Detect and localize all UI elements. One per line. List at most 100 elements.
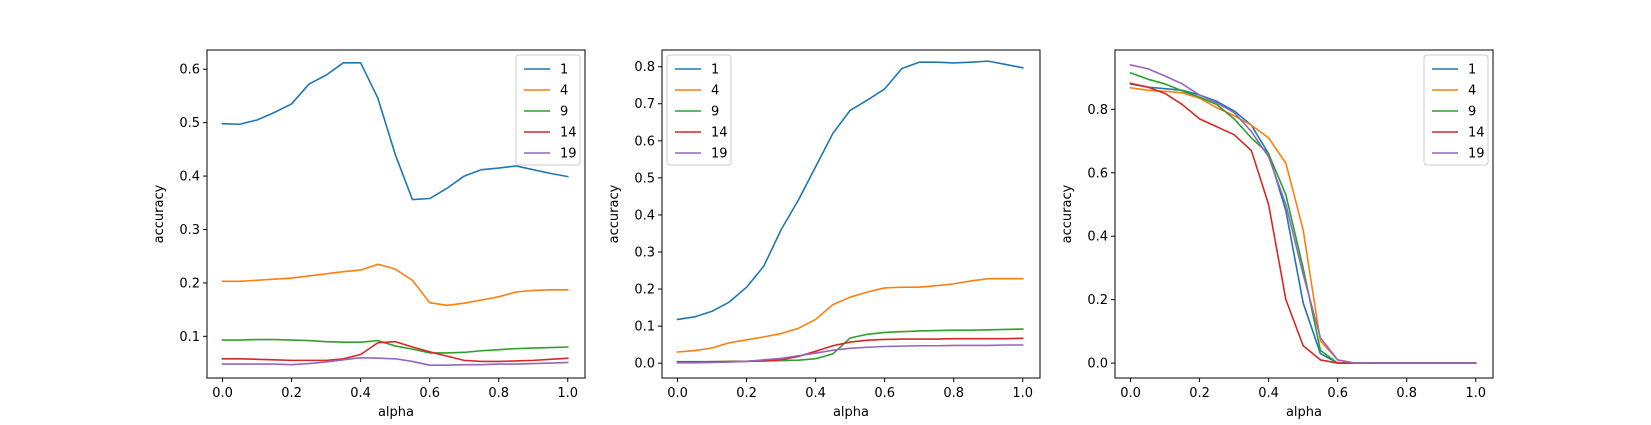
legend-box bbox=[515, 54, 581, 166]
series-line-4 bbox=[221, 263, 569, 307]
x-tick-label: 1.0 bbox=[557, 386, 578, 401]
axes-frame bbox=[206, 49, 586, 379]
series-lines bbox=[676, 60, 1024, 364]
legend-label: 1 bbox=[1468, 63, 1476, 78]
y-tick-label: 0.4 bbox=[179, 170, 200, 185]
x-axis-label: alpha bbox=[1286, 405, 1322, 420]
y-tick-label: 0.2 bbox=[1087, 293, 1108, 308]
legend-item-9: 9 bbox=[524, 105, 568, 120]
series-lines bbox=[1129, 63, 1477, 364]
legend-label: 1 bbox=[711, 63, 719, 78]
x-tick-label: 0.4 bbox=[1258, 386, 1279, 401]
x-tick-label: 0.0 bbox=[1120, 386, 1141, 401]
x-tick-label: 1.0 bbox=[1465, 386, 1486, 401]
legend-item-4: 4 bbox=[675, 84, 719, 99]
legend-label: 4 bbox=[560, 84, 568, 99]
chart-panel-2: 0.0 0.2 0.4 0.6 0.8 1.0 0.0 0.1 0.2 0.3 0.4 0.5 0.6 0… bbox=[607, 49, 1041, 420]
series-line-19 bbox=[1129, 63, 1477, 364]
y-tick-label: 0.6 bbox=[179, 63, 200, 78]
legend-label: 14 bbox=[560, 126, 577, 141]
x-tick-label: 0.0 bbox=[212, 386, 233, 401]
legend-box bbox=[666, 54, 732, 166]
legend-label: 1 bbox=[560, 63, 568, 78]
legend-item-19: 19 bbox=[675, 147, 728, 162]
legend-label: 9 bbox=[560, 105, 568, 120]
legend-label: 14 bbox=[1468, 126, 1485, 141]
legend-box bbox=[1423, 54, 1489, 166]
y-axis-label: accuracy bbox=[152, 184, 167, 243]
y-tick-label: 0.8 bbox=[634, 60, 655, 75]
x-tick-label: 0.8 bbox=[488, 386, 509, 401]
series-line-9 bbox=[221, 338, 569, 354]
x-tick-label: 0.0 bbox=[667, 386, 688, 401]
legend-label: 4 bbox=[711, 84, 719, 99]
series-line-4 bbox=[676, 277, 1024, 353]
legend-label: 9 bbox=[1468, 105, 1476, 120]
legend-item-14: 14 bbox=[524, 126, 577, 141]
x-tick-label: 0.8 bbox=[1396, 386, 1417, 401]
legend-item-4: 4 bbox=[524, 84, 568, 99]
x-tick-label: 0.6 bbox=[1327, 386, 1348, 401]
legend-label: 4 bbox=[1468, 84, 1476, 99]
legend-item-1: 1 bbox=[675, 63, 719, 78]
series-lines bbox=[221, 62, 569, 366]
x-tick-label: 0.2 bbox=[1189, 386, 1210, 401]
x-tick-label: 0.2 bbox=[281, 386, 302, 401]
x-axis-label: alpha bbox=[833, 405, 869, 420]
x-tick-label: 0.6 bbox=[874, 386, 895, 401]
legend-label: 9 bbox=[711, 105, 719, 120]
y-tick-label: 0.3 bbox=[179, 223, 200, 238]
y-tick-label: 0.2 bbox=[634, 283, 655, 298]
y-tick-label: 0.1 bbox=[179, 330, 200, 345]
y-tick-label: 0.1 bbox=[634, 320, 655, 335]
legend-item-14: 14 bbox=[675, 126, 728, 141]
axes-frame bbox=[1114, 49, 1494, 379]
y-tick-label: 0.7 bbox=[634, 97, 655, 112]
y-tick-label: 0.3 bbox=[634, 245, 655, 260]
chart-panel-3: 0.0 0.2 0.4 0.6 0.8 1.0 0.0 0.2 0.4 0.6 0.8 alpha ac… bbox=[1060, 49, 1494, 420]
legend-item-19: 19 bbox=[1432, 147, 1485, 162]
legend-item-9: 9 bbox=[1432, 105, 1476, 120]
legend-label: 19 bbox=[1468, 147, 1485, 162]
series-line-19 bbox=[676, 344, 1024, 364]
x-tick-label: 0.4 bbox=[805, 386, 826, 401]
y-tick-label: 0.4 bbox=[1087, 230, 1108, 245]
series-line-19 bbox=[221, 356, 569, 366]
y-tick-label: 0.5 bbox=[634, 171, 655, 186]
x-tick-label: 0.8 bbox=[943, 386, 964, 401]
x-tick-label: 0.6 bbox=[419, 386, 440, 401]
x-tick-label: 1.0 bbox=[1012, 386, 1033, 401]
legend-label: 19 bbox=[711, 147, 728, 162]
legend-label: 14 bbox=[711, 126, 728, 141]
legend-item-14: 14 bbox=[1432, 126, 1485, 141]
y-tick-label: 0.4 bbox=[634, 208, 655, 223]
y-tick-label: 0.6 bbox=[1087, 166, 1108, 181]
y-tick-label: 0.2 bbox=[179, 276, 200, 291]
y-tick-label: 0.0 bbox=[634, 357, 655, 372]
series-line-1 bbox=[221, 62, 569, 201]
legend-item-1: 1 bbox=[1432, 63, 1476, 78]
series-line-14 bbox=[221, 340, 569, 363]
x-tick-label: 0.2 bbox=[736, 386, 757, 401]
x-tick-label: 0.4 bbox=[350, 386, 371, 401]
series-line-1 bbox=[676, 60, 1024, 321]
y-axis-label: accuracy bbox=[607, 184, 622, 243]
legend-item-1: 1 bbox=[524, 63, 568, 78]
legend-label: 19 bbox=[560, 147, 577, 162]
x-axis-label: alpha bbox=[378, 405, 414, 420]
legend-item-4: 4 bbox=[1432, 84, 1476, 99]
y-tick-label: 0.0 bbox=[1087, 357, 1108, 372]
y-tick-label: 0.6 bbox=[634, 134, 655, 149]
legend-item-19: 19 bbox=[524, 147, 577, 162]
y-axis-label: accuracy bbox=[1060, 184, 1075, 243]
y-tick-label: 0.5 bbox=[179, 116, 200, 131]
chart-panel-1: 0.0 0.2 0.4 0.6 0.8 1.0 0.1 0.2 0.3 0.4 0.5 0.6 alph… bbox=[152, 49, 586, 420]
y-tick-label: 0.8 bbox=[1087, 103, 1108, 118]
legend-item-9: 9 bbox=[675, 105, 719, 120]
axes-frame bbox=[661, 49, 1041, 379]
